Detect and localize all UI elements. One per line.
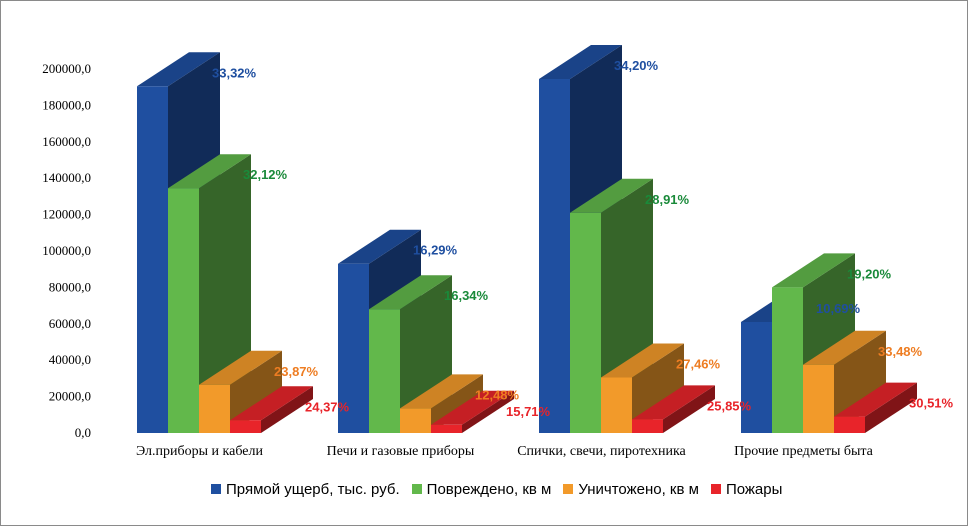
data-label: 23,87% xyxy=(274,364,319,379)
bar-side xyxy=(865,382,917,433)
bar-top xyxy=(338,229,421,264)
bar-top xyxy=(803,330,886,365)
y-tick-label: 120000,0 xyxy=(42,207,91,222)
bar-4-4 xyxy=(834,382,917,433)
bar-front xyxy=(199,384,230,433)
y-tick-label: 0,0 xyxy=(75,425,91,440)
legend-item: Пожары xyxy=(710,480,783,498)
data-label: 28,91% xyxy=(645,192,690,207)
data-label: 16,34% xyxy=(444,288,489,303)
bar-front xyxy=(338,263,369,433)
bar-top xyxy=(199,350,282,385)
bar-top xyxy=(570,178,653,213)
bar-top xyxy=(601,343,684,378)
data-label: 32,12% xyxy=(243,167,288,182)
bar-top xyxy=(431,390,514,425)
bar-top xyxy=(539,45,622,80)
legend-label: Пожары xyxy=(725,480,783,498)
legend-swatch xyxy=(710,484,721,494)
category-label: Спички, свечи, пиротехника xyxy=(517,444,686,459)
bars xyxy=(137,45,917,433)
legend-item: Уничтожено, кв м xyxy=(563,481,699,498)
bar-front xyxy=(741,321,772,433)
legend-label: Уничтожено, кв м xyxy=(578,480,699,498)
bar-2-1 xyxy=(168,154,251,433)
data-label: 19,20% xyxy=(847,266,892,281)
bar-front xyxy=(369,309,400,433)
bar-front xyxy=(803,364,834,433)
legend-swatch xyxy=(563,484,574,494)
bar-front xyxy=(168,188,199,433)
bar-front xyxy=(834,416,865,433)
bar-front xyxy=(400,408,431,433)
y-tick-label: 100000,0 xyxy=(42,243,91,258)
bar-4-1 xyxy=(230,386,313,433)
legend: Прямой ущерб, тыс. руб. Повреждено, кв м У… xyxy=(211,479,782,499)
bar-top xyxy=(137,52,220,87)
bar-3-3 xyxy=(601,343,684,433)
bar-front xyxy=(431,424,462,433)
data-label: 33,32% xyxy=(212,65,257,80)
data-label: 33,48% xyxy=(878,344,923,359)
data-labels: 33,32% 32,12% 23,87% 24,37% 16,29% 16,34% 12,4… xyxy=(212,58,954,419)
legend-label: Прямой ущерб, тыс. руб. xyxy=(226,480,400,498)
bar-side xyxy=(462,390,514,433)
y-tick-label: 80000,0 xyxy=(49,279,91,294)
bar-front xyxy=(137,86,168,433)
data-label: 16,29% xyxy=(413,243,458,258)
data-label: 27,46% xyxy=(676,356,721,371)
bar-front xyxy=(570,212,601,433)
data-label: 10,69% xyxy=(816,301,861,316)
y-axis: 0,0 20000,0 40000,0 60000,0 80000,0 100000,0 1… xyxy=(42,61,91,440)
legend-item: Прямой ущерб, тыс. руб. xyxy=(211,481,400,498)
bar-top xyxy=(230,386,313,421)
data-label: 15,71% xyxy=(506,404,551,419)
data-label: 34,20% xyxy=(614,58,659,73)
legend-swatch xyxy=(411,484,422,494)
y-tick-label: 160000,0 xyxy=(42,134,91,149)
data-label: 12,48% xyxy=(475,387,520,402)
legend-swatch xyxy=(211,484,221,494)
bar-4-2 xyxy=(431,390,514,433)
data-label: 25,85% xyxy=(707,398,752,413)
legend-item: Повреждено, кв м xyxy=(411,480,552,498)
y-tick-label: 140000,0 xyxy=(42,170,91,185)
category-label: Печи и газовые приборы xyxy=(327,444,475,459)
bar-front xyxy=(601,377,632,433)
bar-top xyxy=(400,374,483,409)
bar-top xyxy=(168,154,251,189)
bar-4-3 xyxy=(632,385,715,433)
bar-top xyxy=(772,253,855,288)
bar-top xyxy=(834,382,917,417)
bar-front xyxy=(632,419,663,433)
bar-front xyxy=(772,287,803,433)
y-tick-label: 20000,0 xyxy=(49,389,91,404)
data-label: 24,37% xyxy=(305,399,350,414)
y-tick-label: 180000,0 xyxy=(42,97,91,112)
category-label: Эл.приборы и кабели xyxy=(136,444,263,459)
y-tick-label: 40000,0 xyxy=(49,352,91,367)
bar-top xyxy=(369,275,452,310)
bar-side xyxy=(663,385,715,433)
bar-side xyxy=(632,343,684,433)
bar-top xyxy=(632,385,715,420)
category-label: Прочие предметы быта xyxy=(734,444,874,459)
bar-front xyxy=(539,79,570,433)
legend-label: Повреждено, кв м xyxy=(426,480,552,498)
data-label: 30,51% xyxy=(909,396,954,411)
bar-side xyxy=(261,386,313,433)
y-tick-label: 60000,0 xyxy=(49,316,91,331)
bar-front xyxy=(230,420,261,433)
category-labels: Эл.приборы и кабели Печи и газовые прибор… xyxy=(136,444,874,459)
y-tick-label: 200000,0 xyxy=(42,61,91,76)
